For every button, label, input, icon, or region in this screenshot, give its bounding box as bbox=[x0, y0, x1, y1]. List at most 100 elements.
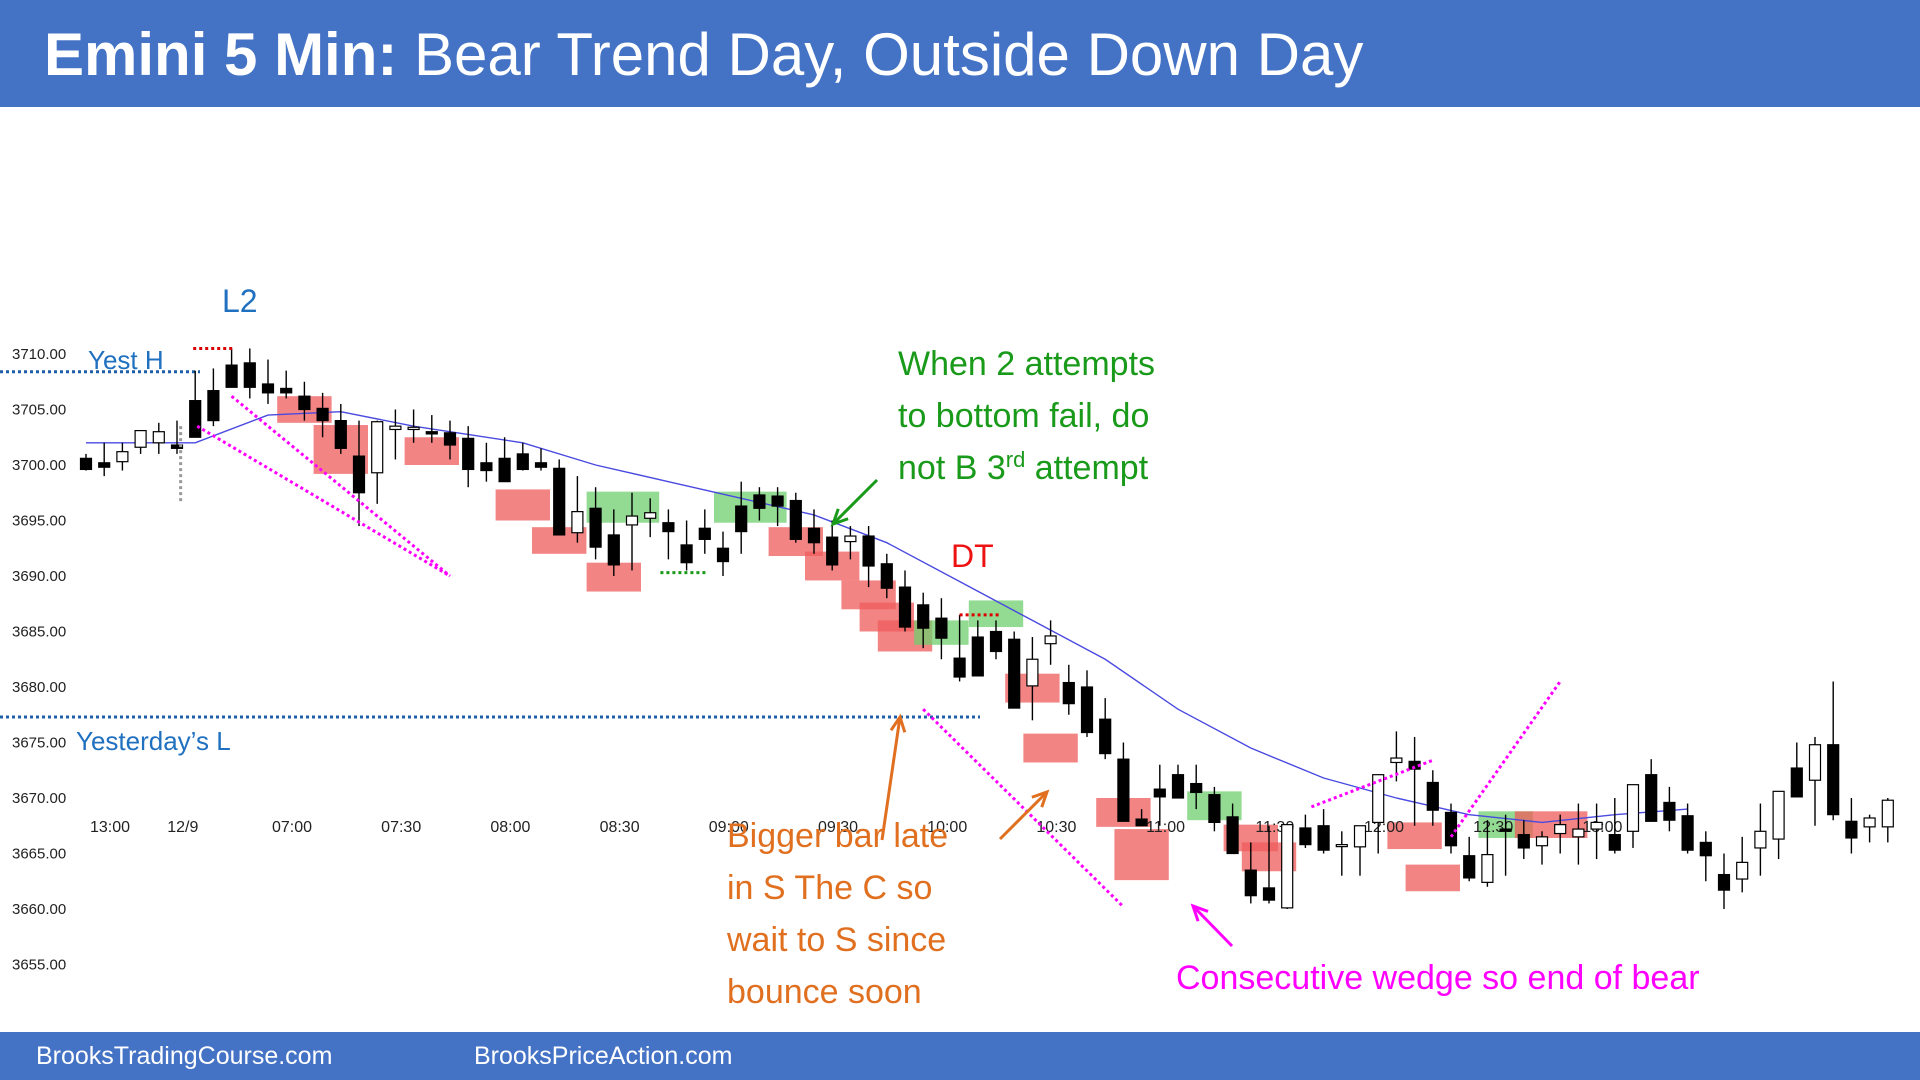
bear-candle bbox=[607, 534, 620, 566]
bull-candle bbox=[571, 511, 584, 534]
bear-candle bbox=[443, 432, 457, 446]
bear-candle bbox=[826, 536, 839, 566]
y-tick-label: 3670.00 bbox=[12, 790, 66, 807]
magenta-trendline bbox=[196, 424, 451, 578]
bear-candle bbox=[862, 535, 875, 567]
bear-candle bbox=[1226, 816, 1239, 855]
superscript-rd: rd bbox=[1006, 447, 1026, 472]
bear-candle bbox=[498, 457, 511, 483]
bear-candle bbox=[1790, 767, 1803, 798]
bear-candle bbox=[698, 527, 711, 540]
x-tick-label: 11:00 bbox=[1146, 819, 1185, 836]
bigger-bar-line: wait to S since bbox=[726, 921, 946, 959]
footer-right-link[interactable]: BrooksPriceAction.com bbox=[474, 1042, 733, 1070]
bear-candle bbox=[1681, 815, 1694, 851]
bear-highlight-box bbox=[1387, 822, 1442, 850]
two-attempts-line1: When 2 attempts bbox=[898, 345, 1155, 383]
footer-bar: BrooksTradingCourse.com BrooksPriceActio… bbox=[0, 1032, 1920, 1080]
bear-candle bbox=[880, 563, 893, 589]
wedge-label: Consecutive wedge so end of bear bbox=[1176, 959, 1700, 997]
bull-candle bbox=[134, 429, 147, 448]
y-tick-label: 3690.00 bbox=[12, 568, 66, 585]
bear-candle bbox=[1499, 828, 1512, 832]
bear-highlight-box bbox=[1023, 733, 1078, 763]
bull-candle bbox=[1044, 635, 1057, 645]
bear-candle bbox=[298, 395, 311, 411]
x-tick-label: 07:00 bbox=[272, 819, 312, 836]
y-tick-label: 3680.00 bbox=[12, 679, 66, 696]
bear-candle bbox=[1645, 774, 1658, 822]
y-tick-label: 3665.00 bbox=[12, 846, 66, 863]
bear-candle bbox=[189, 400, 202, 438]
bear-candle bbox=[352, 455, 366, 494]
bear-candle bbox=[1699, 841, 1712, 857]
bull-candle bbox=[1335, 844, 1348, 848]
attempt-word: attempt bbox=[1025, 449, 1148, 487]
x-tick-label: 12/9 bbox=[167, 819, 198, 836]
bear-candle bbox=[589, 507, 602, 548]
footer-left-link[interactable]: BrooksTradingCourse.com bbox=[36, 1042, 333, 1070]
bigger-bar-line: in S The C so bbox=[727, 869, 932, 907]
bull-candle bbox=[1881, 799, 1894, 828]
bear-candle bbox=[1190, 782, 1203, 794]
magenta-trendline bbox=[922, 708, 1125, 908]
bear-candle bbox=[1262, 887, 1276, 901]
x-tick-label: 08:00 bbox=[490, 819, 530, 836]
green-arrow-head bbox=[830, 508, 849, 527]
yest-high-label: Yest H bbox=[88, 345, 164, 375]
candlestick-chart: 3710.00 3705.00 3700.00 3695.00 3690.00 3685.… bbox=[0, 283, 1894, 1011]
bear-candle bbox=[170, 444, 184, 449]
bull-candle bbox=[1372, 774, 1385, 824]
bear-candle bbox=[716, 547, 730, 563]
bear-candle bbox=[1099, 718, 1112, 755]
bear-highlight-box bbox=[495, 489, 550, 521]
bear-candle bbox=[1444, 811, 1458, 847]
bear-candle bbox=[98, 462, 111, 468]
x-tick-label: 07:30 bbox=[381, 819, 421, 836]
bear-candle bbox=[516, 453, 529, 471]
bear-candle bbox=[1135, 818, 1148, 827]
bull-candle bbox=[844, 535, 857, 543]
bull-candle bbox=[152, 431, 165, 444]
bear-candle bbox=[807, 527, 821, 544]
bear-candle bbox=[953, 657, 966, 678]
green-arrow bbox=[831, 478, 879, 526]
bear-candle bbox=[935, 617, 948, 639]
bull-candle bbox=[1390, 757, 1403, 764]
y-tick-label: 3695.00 bbox=[12, 513, 66, 530]
x-tick-label: 12:00 bbox=[1364, 819, 1404, 836]
bear-candle bbox=[1171, 774, 1185, 799]
bear-candle bbox=[917, 604, 930, 629]
bear-candle bbox=[1827, 744, 1840, 816]
bear-candle bbox=[1317, 825, 1330, 851]
bear-candle bbox=[534, 462, 548, 468]
bear-candle bbox=[261, 383, 275, 394]
bear-candle bbox=[1608, 834, 1621, 851]
bear-candle bbox=[1244, 869, 1257, 897]
two-attempts-line3: not B 3rd attempt bbox=[898, 447, 1149, 487]
l2-label: L2 bbox=[222, 283, 258, 319]
bear-candle bbox=[480, 462, 493, 472]
bull-candle bbox=[1754, 830, 1767, 849]
magenta-trendline bbox=[230, 395, 451, 578]
x-tick-label: 13:00 bbox=[90, 819, 130, 836]
bear-candle bbox=[898, 586, 912, 628]
bear-candle bbox=[1208, 794, 1221, 824]
bull-candle bbox=[389, 425, 402, 431]
bear-candle bbox=[1080, 686, 1094, 734]
bear-candle bbox=[1153, 788, 1166, 798]
orange-arrow bbox=[880, 716, 902, 841]
bear-highlight-box bbox=[1114, 829, 1169, 881]
y-tick-label: 3705.00 bbox=[12, 402, 66, 419]
bull-candle bbox=[116, 451, 129, 463]
bull-candle bbox=[1572, 828, 1585, 838]
bull-candle bbox=[371, 421, 384, 474]
bull-candle bbox=[644, 512, 657, 519]
bull-candle bbox=[1554, 824, 1567, 835]
x-tick-label: 10:30 bbox=[1036, 819, 1076, 836]
bull-candle bbox=[1353, 825, 1367, 848]
x-tick-label: 09:30 bbox=[818, 819, 858, 836]
bear-candle bbox=[1463, 855, 1476, 879]
bear-candle bbox=[735, 505, 748, 533]
magenta-trendline bbox=[1310, 758, 1434, 809]
